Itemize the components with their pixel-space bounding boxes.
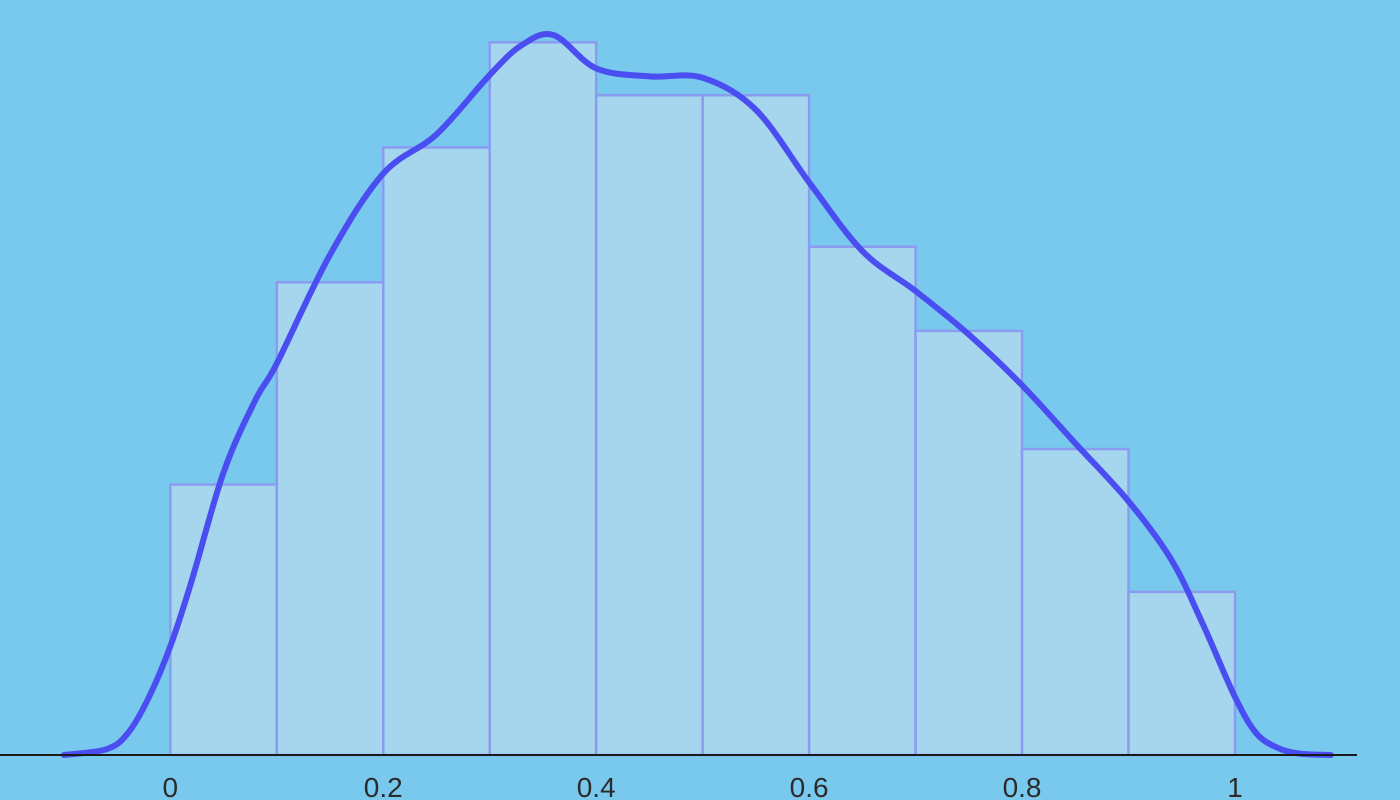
density-curve (60, 31, 1334, 758)
histogram-bar (914, 329, 1024, 757)
histogram-bar (1020, 447, 1130, 757)
histogram-bar (1127, 590, 1237, 757)
histogram-bar (701, 94, 811, 757)
x-tick-label: 0 (163, 772, 179, 800)
x-tick-label: 1 (1227, 772, 1243, 800)
histogram-bar (275, 281, 385, 757)
x-tick-label: 0.6 (790, 772, 829, 800)
x-tick-label: 0.8 (1003, 772, 1042, 800)
x-tick-label: 0.2 (364, 772, 403, 800)
x-tick-label: 0.4 (577, 772, 616, 800)
histogram-bar (807, 245, 917, 757)
histogram-bar (594, 94, 704, 757)
x-axis-ticks: 0 0.2 0.4 0.6 0.8 1 (163, 772, 1243, 800)
histogram-bar (488, 41, 598, 757)
histogram-bar (169, 483, 279, 757)
histogram-bar (382, 146, 491, 757)
histogram-bars (169, 41, 1237, 757)
